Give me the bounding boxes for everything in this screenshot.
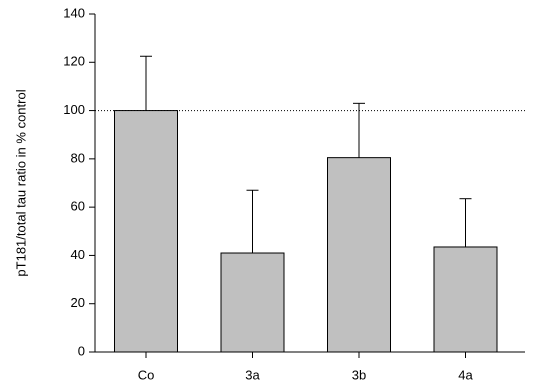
- x-tick-label: 4a: [458, 367, 473, 382]
- bar: [114, 110, 178, 353]
- bar: [327, 157, 391, 353]
- y-tick-label: 80: [71, 150, 85, 165]
- y-tick-label: 0: [78, 343, 85, 358]
- y-tick-label: 20: [71, 295, 85, 310]
- y-axis-label: pT181/total tau ratio in % control: [13, 89, 28, 276]
- y-tick-label: 60: [71, 199, 85, 214]
- y-tick-label: 140: [63, 5, 85, 20]
- bar: [220, 252, 285, 353]
- y-tick-label: 100: [63, 102, 85, 117]
- y-tick-label: 40: [71, 247, 85, 262]
- x-tick-label: 3a: [245, 367, 260, 382]
- x-tick-label: Co: [138, 367, 155, 382]
- y-tick-label: 120: [63, 54, 85, 69]
- bar: [433, 246, 498, 353]
- x-tick-label: 3b: [352, 367, 366, 382]
